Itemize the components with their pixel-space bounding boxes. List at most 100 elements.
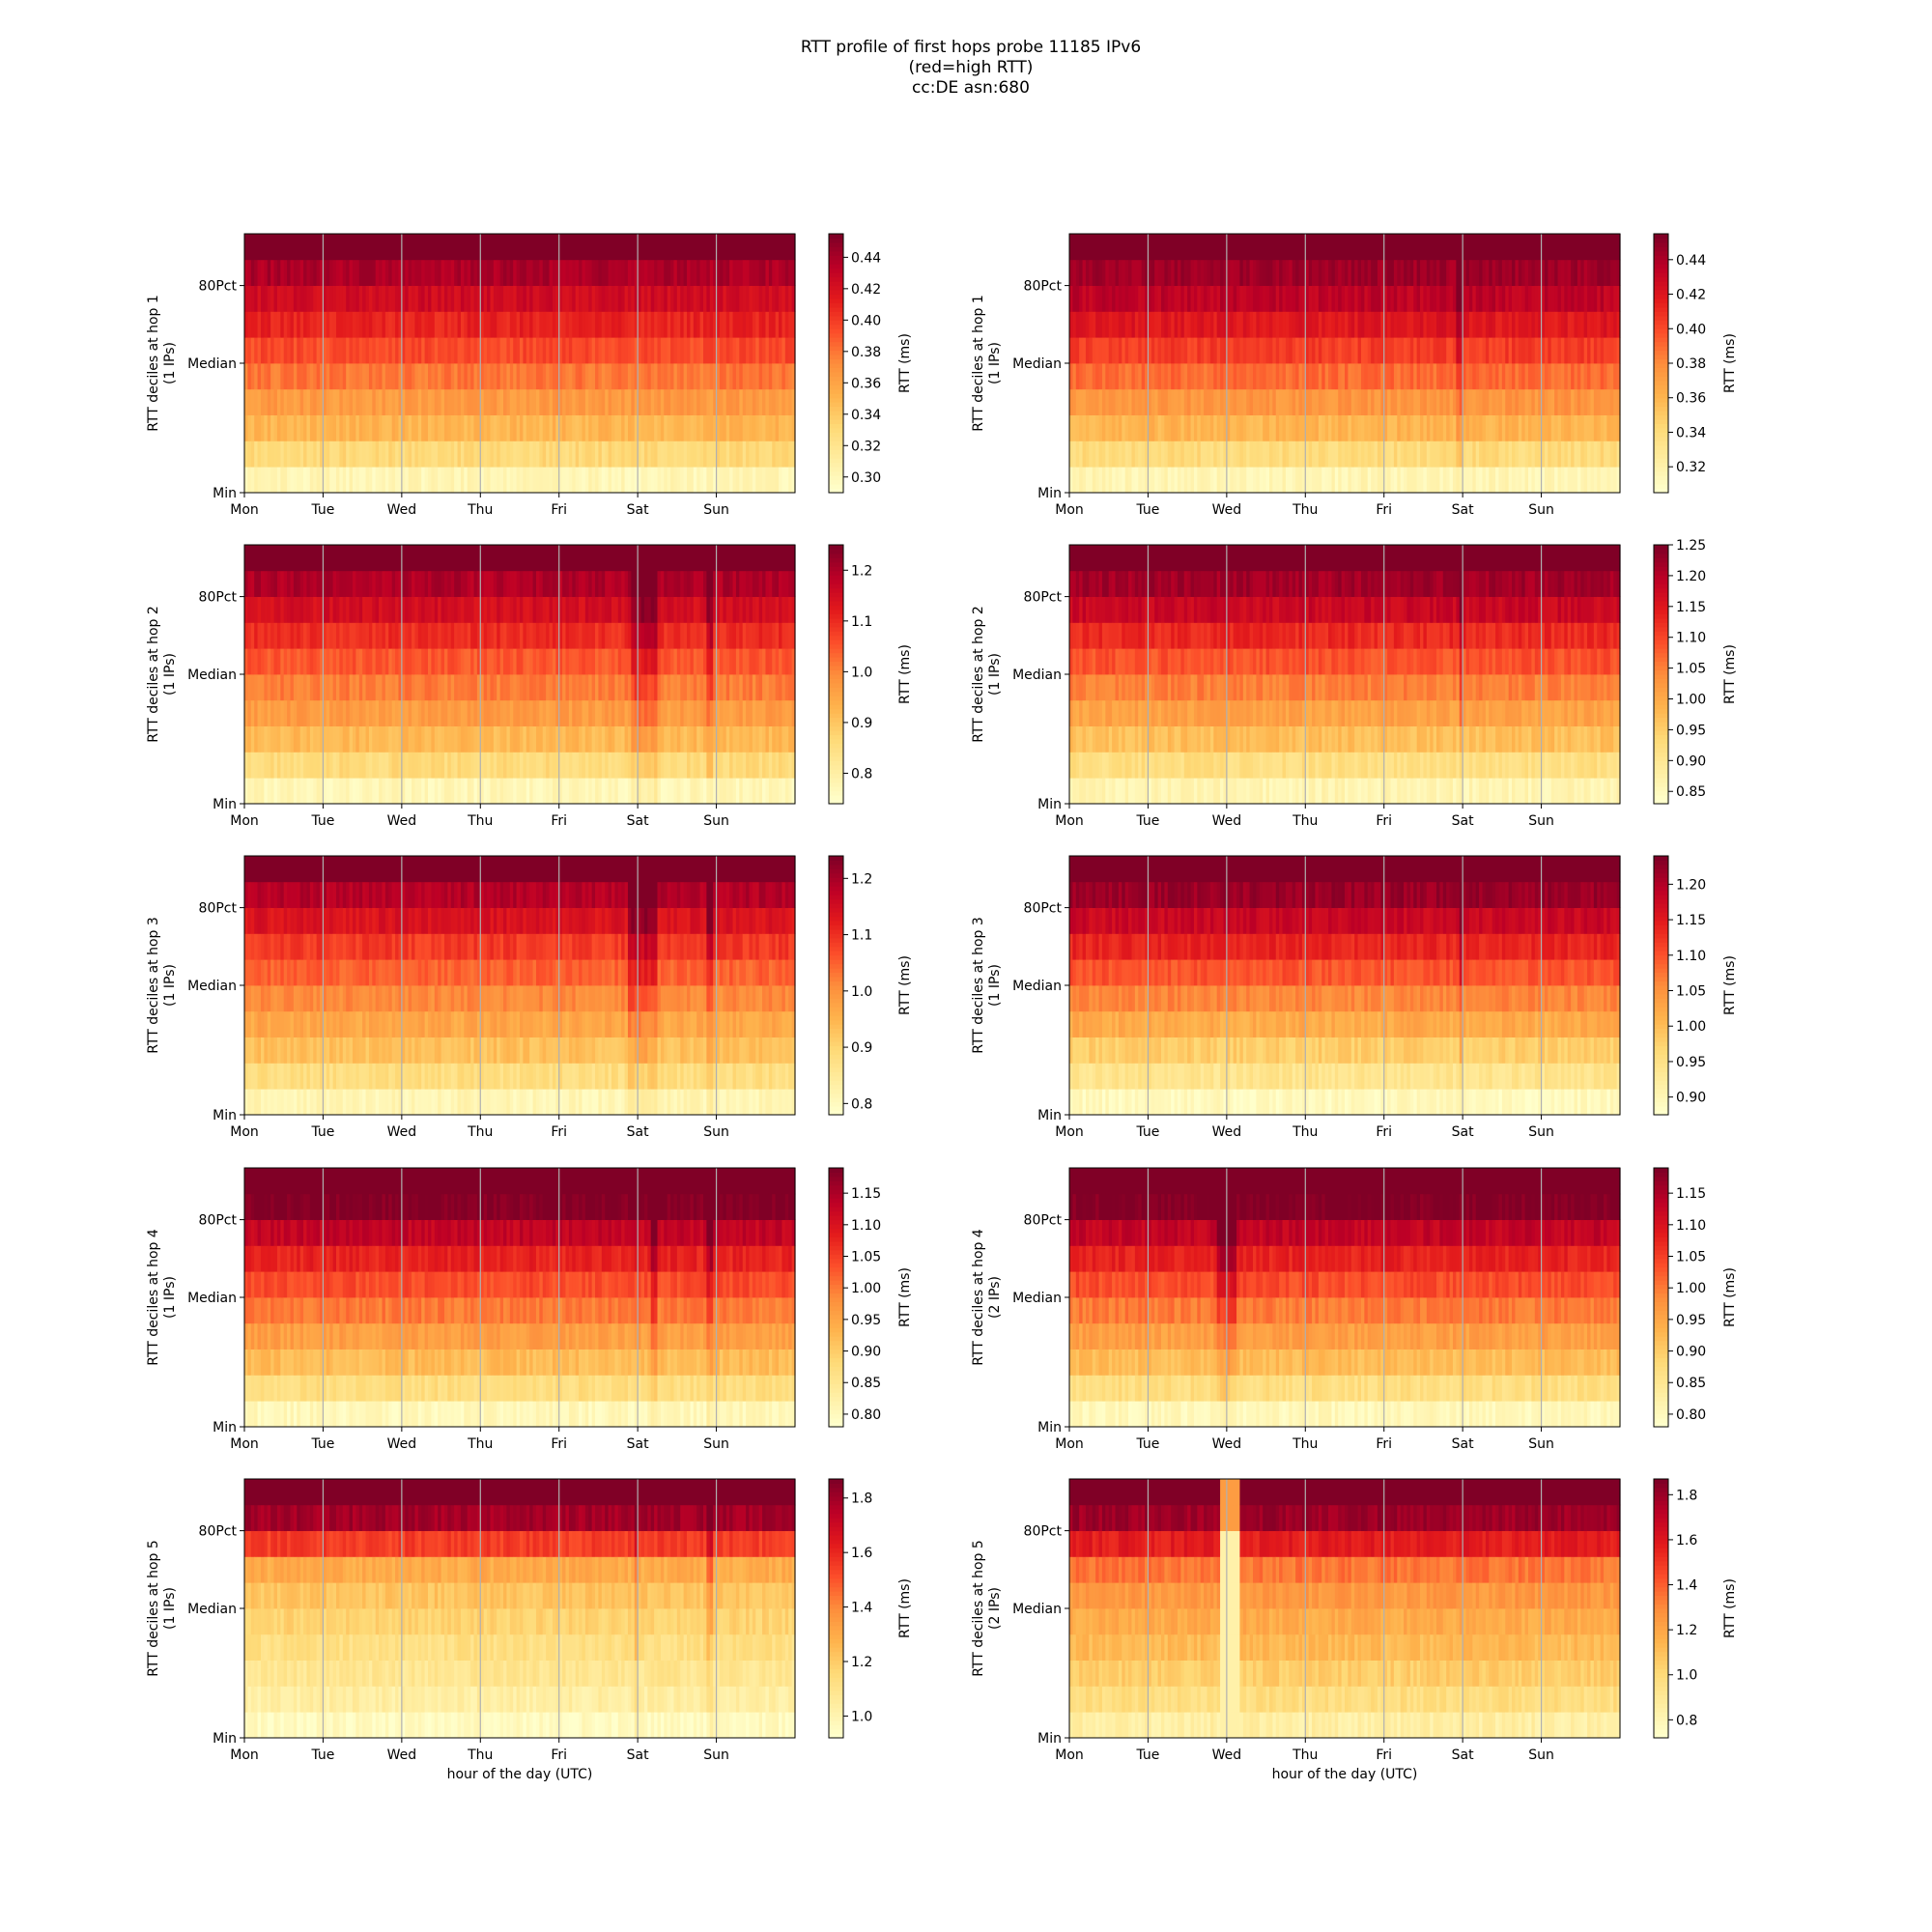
- heatmap-cell: [1200, 285, 1205, 312]
- heatmap-cell: [762, 467, 767, 494]
- heatmap-cell: [713, 234, 718, 261]
- heatmap-cell: [379, 234, 384, 261]
- heatmap-cell: [375, 285, 380, 312]
- heatmap-cell: [605, 725, 610, 753]
- heatmap-cell: [417, 440, 422, 468]
- heatmap-cell: [270, 725, 275, 753]
- heatmap-cell: [1348, 285, 1352, 312]
- heatmap-cell: [601, 285, 606, 312]
- heatmap-cell: [405, 234, 410, 261]
- heatmap-cell: [499, 778, 504, 805]
- heatmap-cell: [1187, 337, 1192, 364]
- heatmap-cell: [676, 440, 681, 468]
- colorbar-tick-label: 0.44: [851, 250, 881, 266]
- heatmap-cell: [683, 363, 688, 390]
- heatmap-cell: [562, 259, 567, 286]
- heatmap-cell: [1485, 388, 1490, 415]
- heatmap-cell: [280, 467, 285, 494]
- heatmap-cell: [270, 545, 275, 572]
- heatmap-cell: [457, 363, 462, 390]
- heatmap-cell: [1131, 259, 1136, 286]
- heatmap-cell: [1544, 259, 1548, 286]
- colorbar-tick-label: 0.42: [1676, 288, 1706, 303]
- heatmap-cell: [408, 778, 412, 805]
- heatmap-cell: [1177, 285, 1181, 312]
- heatmap-cell: [414, 388, 419, 415]
- colorbar-segment: [829, 234, 843, 239]
- heatmap-cell: [290, 440, 295, 468]
- heatmap-cell: [706, 285, 711, 312]
- heatmap-cell: [1072, 414, 1077, 441]
- heatmap-cell: [487, 337, 492, 364]
- heatmap-cell: [487, 388, 492, 415]
- heatmap-cell: [558, 440, 563, 468]
- heatmap-cell: [725, 285, 730, 312]
- heatmap-cell: [250, 234, 255, 261]
- heatmap-cell: [660, 234, 665, 261]
- colorbar-segment: [829, 272, 843, 278]
- heatmap-cell: [1200, 234, 1205, 261]
- heatmap-cell: [784, 440, 789, 468]
- heatmap-cell: [1072, 259, 1077, 286]
- heatmap-cell: [346, 388, 351, 415]
- heatmap-cell: [1256, 285, 1261, 312]
- heatmap-cell: [293, 648, 298, 675]
- heatmap-cell: [660, 440, 665, 468]
- heatmap-cell: [1108, 440, 1113, 468]
- heatmap-cell: [287, 337, 292, 364]
- heatmap-cell: [1416, 234, 1421, 261]
- heatmap-cell: [1092, 388, 1096, 415]
- heatmap-cell: [1613, 388, 1618, 415]
- heatmap-cell: [297, 337, 301, 364]
- heatmap-cell: [513, 363, 518, 390]
- heatmap-cell: [320, 259, 325, 286]
- heatmap-cell: [299, 467, 304, 494]
- heatmap-cell: [336, 414, 340, 441]
- heatmap-cell: [424, 440, 429, 468]
- heatmap-cell: [372, 363, 377, 390]
- heatmap-cell: [1209, 440, 1214, 468]
- colorbar-segment: [1654, 355, 1668, 360]
- heatmap-cell: [450, 337, 455, 364]
- heatmap-cell: [746, 440, 751, 468]
- heatmap-cell: [470, 388, 475, 415]
- heatmap-cell: [611, 285, 615, 312]
- colorbar-segment: [829, 470, 843, 476]
- heatmap-cell: [313, 337, 318, 364]
- heatmap-cell: [1095, 467, 1100, 494]
- heatmap-cell: [320, 311, 325, 338]
- heatmap-cell: [709, 414, 714, 441]
- heatmap-cell: [755, 285, 760, 312]
- heatmap-cell: [414, 363, 419, 390]
- heatmap-cell: [1315, 440, 1320, 468]
- heatmap-cell: [706, 545, 711, 572]
- colorbar-segment: [1654, 367, 1668, 373]
- heatmap-cell: [765, 337, 770, 364]
- heatmap-cell: [447, 234, 452, 261]
- heatmap-cell: [535, 388, 540, 415]
- colorbar-segment: [829, 250, 843, 256]
- heatmap-cell: [254, 363, 259, 390]
- heatmap-cell: [1075, 234, 1080, 261]
- heatmap-cell: [1315, 259, 1320, 286]
- heatmap-cell: [643, 363, 648, 390]
- heatmap-cell: [552, 440, 556, 468]
- heatmap-cell: [464, 285, 469, 312]
- heatmap-cell: [467, 259, 471, 286]
- heatmap-cell: [706, 752, 711, 779]
- heatmap-cell: [443, 752, 448, 779]
- heatmap-cell: [332, 388, 337, 415]
- heatmap-cell: [1233, 363, 1237, 390]
- heatmap-cell: [365, 388, 370, 415]
- heatmap-cell: [1430, 311, 1435, 338]
- heatmap-cell: [457, 414, 462, 441]
- heatmap-cell: [1416, 363, 1421, 390]
- heatmap-cell: [595, 285, 600, 312]
- heatmap-cell: [1371, 414, 1376, 441]
- heatmap-cell: [467, 414, 471, 441]
- heatmap-cell: [1554, 285, 1559, 312]
- heatmap-cell: [1348, 234, 1352, 261]
- heatmap-cell: [605, 440, 610, 468]
